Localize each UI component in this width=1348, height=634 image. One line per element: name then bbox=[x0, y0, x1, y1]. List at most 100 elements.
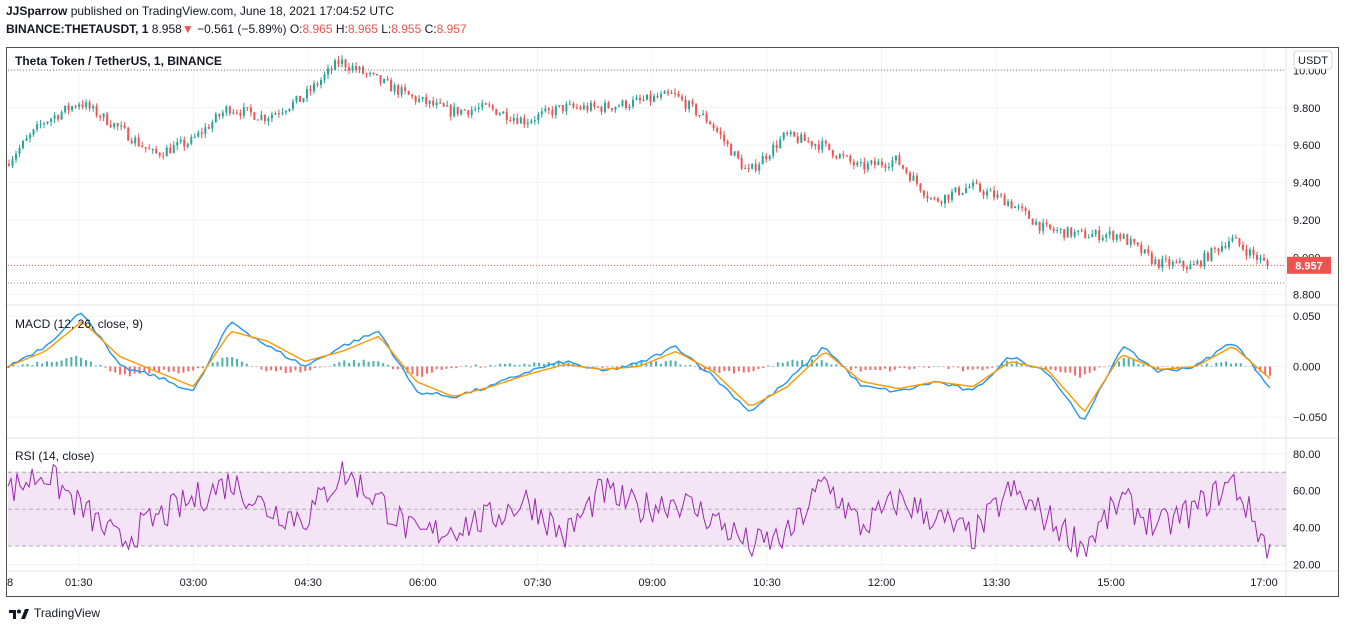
candle-body bbox=[95, 106, 98, 117]
candle-body bbox=[624, 100, 627, 109]
candle-body bbox=[765, 155, 768, 160]
candle-body bbox=[218, 114, 221, 117]
macd-histogram-bar bbox=[1025, 366, 1028, 367]
current-price-tag bbox=[1287, 256, 1331, 274]
low-label: L: bbox=[381, 22, 392, 36]
candle-body bbox=[793, 131, 796, 137]
candle-body bbox=[880, 161, 883, 166]
macd-histogram-bar bbox=[1264, 366, 1267, 375]
macd-histogram-bar bbox=[996, 365, 999, 367]
candle-body bbox=[922, 190, 925, 196]
candle-body bbox=[1248, 249, 1251, 256]
macd-histogram-bar bbox=[620, 365, 623, 367]
candle-body bbox=[334, 60, 337, 70]
candle-body bbox=[519, 117, 522, 124]
candle-body bbox=[1164, 258, 1167, 260]
macd-histogram-bar bbox=[460, 366, 463, 367]
candle-body bbox=[260, 114, 263, 120]
brand-name: TradingView bbox=[34, 606, 101, 620]
candle-body bbox=[751, 163, 754, 169]
candle-body bbox=[446, 105, 449, 107]
macd-histogram-bar bbox=[45, 361, 48, 367]
candle-body bbox=[498, 113, 501, 115]
candle-body bbox=[1112, 231, 1115, 240]
macd-histogram-bar bbox=[489, 364, 492, 367]
candle-body bbox=[958, 187, 961, 195]
candle-body bbox=[1028, 211, 1031, 219]
current-price-tag-label: 8.957 bbox=[1295, 260, 1323, 272]
candle-body bbox=[151, 149, 154, 151]
candle-body bbox=[537, 114, 540, 121]
macd-histogram-bar bbox=[294, 366, 297, 371]
macd-histogram-bar bbox=[465, 365, 468, 367]
candle-body bbox=[828, 143, 831, 150]
macd-histogram-bar bbox=[143, 366, 146, 372]
macd-histogram-bar bbox=[474, 364, 477, 367]
macd-histogram-bar bbox=[835, 364, 838, 367]
macd-histogram-bar bbox=[114, 366, 117, 373]
candle-body bbox=[442, 103, 445, 107]
candle-body bbox=[782, 132, 785, 140]
macd-histogram-bar bbox=[508, 363, 511, 367]
candle-body bbox=[60, 112, 63, 120]
macd-histogram-bar bbox=[250, 366, 253, 367]
macd-histogram-bar bbox=[99, 364, 102, 367]
candle-body bbox=[270, 114, 273, 119]
candle-body bbox=[165, 147, 168, 157]
candle-body bbox=[123, 125, 126, 128]
candle-body bbox=[337, 60, 340, 64]
macd-histogram-bar bbox=[36, 361, 39, 367]
macd-histogram-bar bbox=[898, 366, 901, 368]
candle-body bbox=[891, 160, 894, 168]
macd-histogram-bar bbox=[260, 366, 263, 370]
macd-histogram-bar bbox=[387, 364, 390, 367]
candle-body bbox=[989, 190, 992, 192]
price-y-tick-label: 9.600 bbox=[1293, 140, 1321, 152]
candle-body bbox=[221, 112, 224, 117]
candle-body bbox=[709, 121, 712, 125]
candle-body bbox=[1014, 206, 1017, 209]
candle-body bbox=[239, 112, 242, 116]
candle-body bbox=[544, 108, 547, 112]
macd-histogram-bar bbox=[1069, 366, 1072, 373]
currency-badge[interactable] bbox=[1293, 50, 1333, 70]
macd-histogram-bar bbox=[167, 366, 170, 372]
candle-body bbox=[372, 72, 375, 74]
candle-body bbox=[621, 100, 624, 106]
candle-body bbox=[439, 102, 442, 104]
author-name[interactable]: JJSparrow bbox=[6, 4, 68, 18]
tradingview-footer[interactable]: TradingView bbox=[8, 606, 100, 620]
macd-histogram-bar bbox=[650, 361, 653, 367]
candle-body bbox=[554, 106, 557, 116]
candle-body bbox=[691, 101, 694, 105]
candle-body bbox=[78, 104, 81, 107]
candle-body bbox=[596, 106, 599, 108]
macd-histogram-bar bbox=[966, 366, 969, 370]
candle-body bbox=[249, 107, 252, 113]
candle-body bbox=[516, 117, 519, 124]
macd-histogram-bar bbox=[455, 366, 458, 369]
macd-histogram-bar bbox=[986, 366, 989, 369]
macd-histogram-bar bbox=[221, 357, 224, 367]
macd-histogram-bar bbox=[957, 366, 960, 368]
candle-body bbox=[737, 151, 740, 159]
candle-body bbox=[1147, 249, 1150, 253]
candle-body bbox=[761, 155, 764, 165]
macd-histogram-bar bbox=[1083, 366, 1086, 375]
macd-histogram-bar bbox=[158, 366, 161, 373]
macd-histogram-bar bbox=[708, 366, 711, 370]
candle-body bbox=[775, 144, 778, 148]
candle-body bbox=[449, 105, 452, 117]
macd-histogram-bar bbox=[479, 366, 482, 368]
candle-body bbox=[1255, 254, 1258, 260]
candle-body bbox=[404, 87, 407, 91]
macd-histogram-bar bbox=[733, 366, 736, 374]
macd-histogram-bar bbox=[962, 366, 965, 372]
macd-histogram-bar bbox=[932, 366, 935, 367]
macd-histogram-bar bbox=[874, 366, 877, 370]
candle-body bbox=[642, 99, 645, 101]
macd-histogram-bar bbox=[601, 366, 604, 368]
macd-histogram-bar bbox=[494, 365, 497, 367]
candle-body bbox=[502, 111, 505, 114]
